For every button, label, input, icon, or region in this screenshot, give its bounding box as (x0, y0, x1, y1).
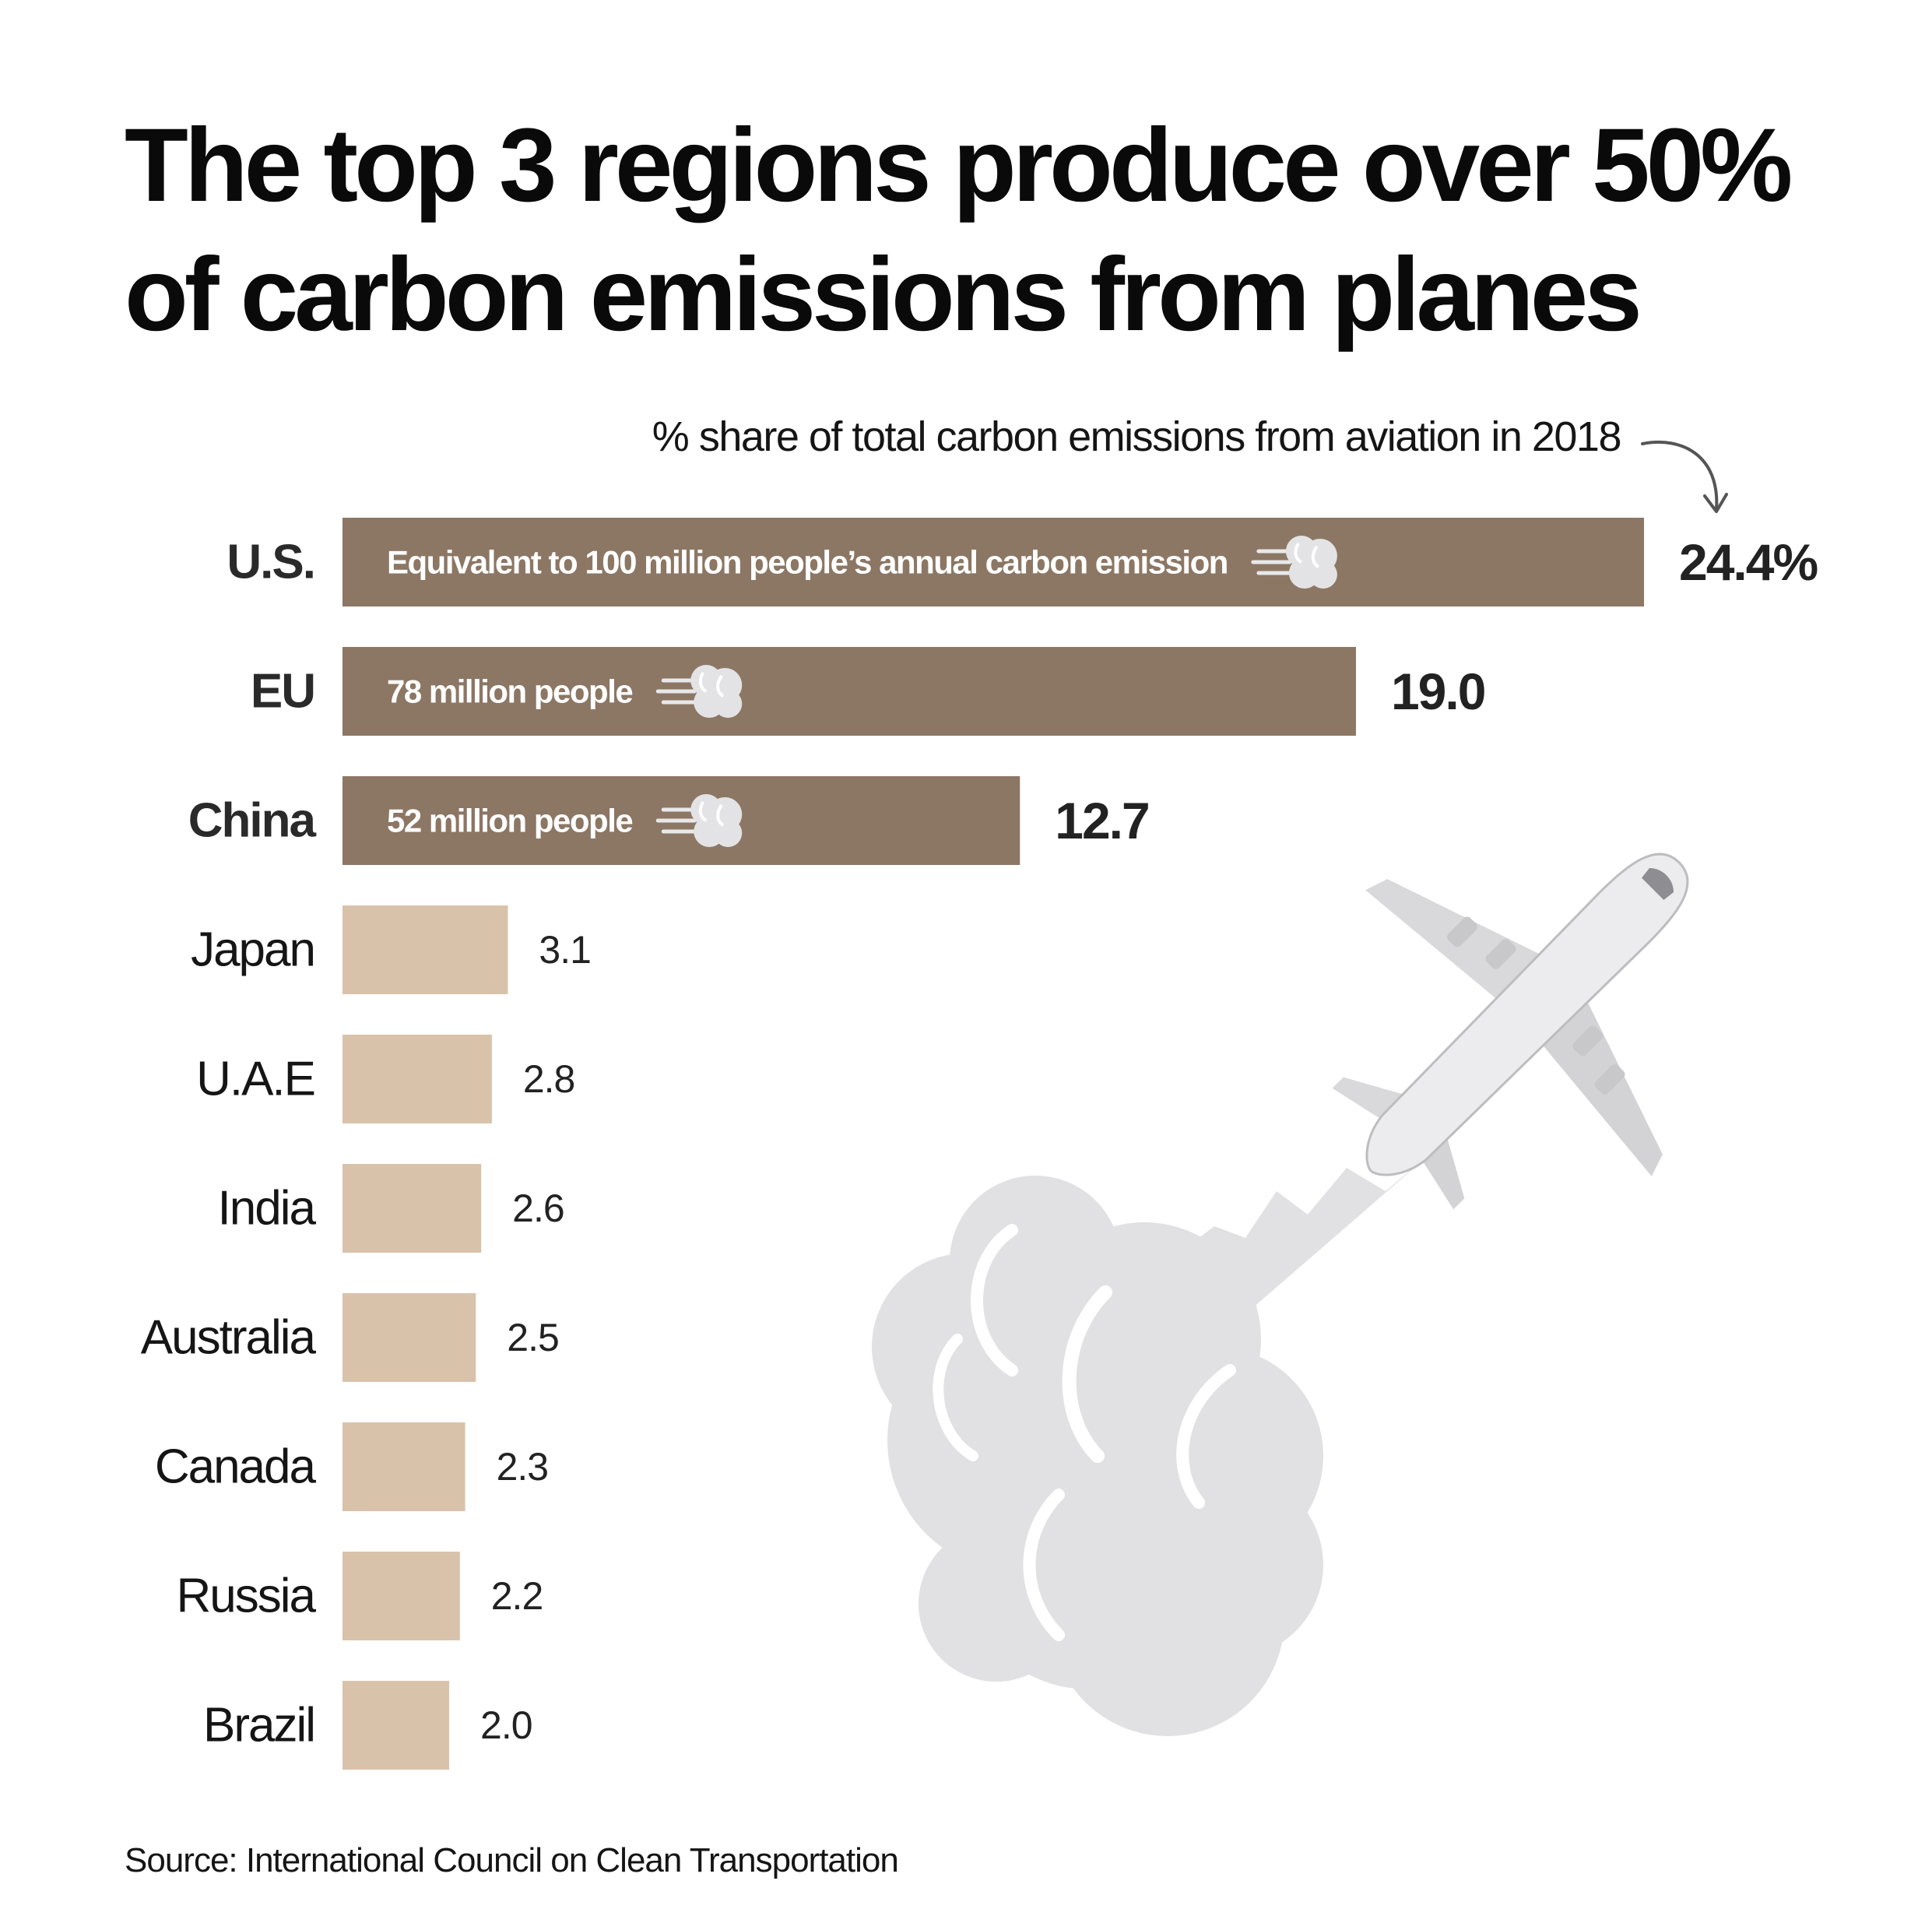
value-label: 24.4% (1679, 533, 1817, 591)
bar (342, 1552, 460, 1640)
bar-annotation: Equivalent to 100 million people’s annua… (387, 544, 1228, 581)
value-label: 2.2 (491, 1574, 543, 1618)
category-label: China (188, 794, 317, 848)
airplane-icon (1332, 853, 1689, 1210)
curved-arrow-icon (1641, 440, 1728, 513)
bar (342, 1422, 465, 1511)
bar-annotation: 78 million people (387, 673, 632, 710)
value-label: 2.0 (480, 1703, 532, 1747)
value-label: 19.0 (1391, 663, 1484, 720)
chart-subtitle: % share of total carbon emissions from a… (652, 413, 1622, 460)
value-label: 2.3 (497, 1445, 549, 1489)
bar (342, 518, 1644, 606)
value-label: 2.6 (512, 1186, 564, 1230)
category-label: India (218, 1182, 317, 1236)
value-label: 12.7 (1055, 792, 1148, 849)
category-label: U.A.E (196, 1053, 314, 1106)
bar (342, 647, 1356, 736)
category-label: Canada (155, 1440, 317, 1494)
category-label: EU (251, 665, 314, 719)
bar (342, 1293, 476, 1382)
bar (342, 1681, 450, 1770)
category-label: Brazil (203, 1699, 314, 1752)
category-label: U.S. (227, 536, 314, 589)
value-label: 2.5 (507, 1316, 559, 1359)
chart-title: The top 3 regions produce over 50% of ca… (125, 107, 1793, 353)
smoke-cloud-icon (655, 665, 743, 718)
category-label: Russia (176, 1570, 316, 1623)
smoke-cloud-icon (655, 794, 743, 847)
exhaust-cloud-icon (872, 1152, 1432, 1736)
bar (342, 1164, 482, 1253)
smoke-cloud-icon (1251, 536, 1337, 589)
category-label: Japan (191, 923, 314, 977)
bar-annotation: 52 million people (387, 803, 632, 839)
source-note: Source: International Council on Clean T… (125, 1841, 899, 1879)
value-label: 2.8 (523, 1057, 575, 1101)
bar (342, 905, 508, 994)
bar (342, 1035, 492, 1123)
category-label: Australia (141, 1311, 317, 1365)
value-label: 3.1 (539, 928, 591, 972)
